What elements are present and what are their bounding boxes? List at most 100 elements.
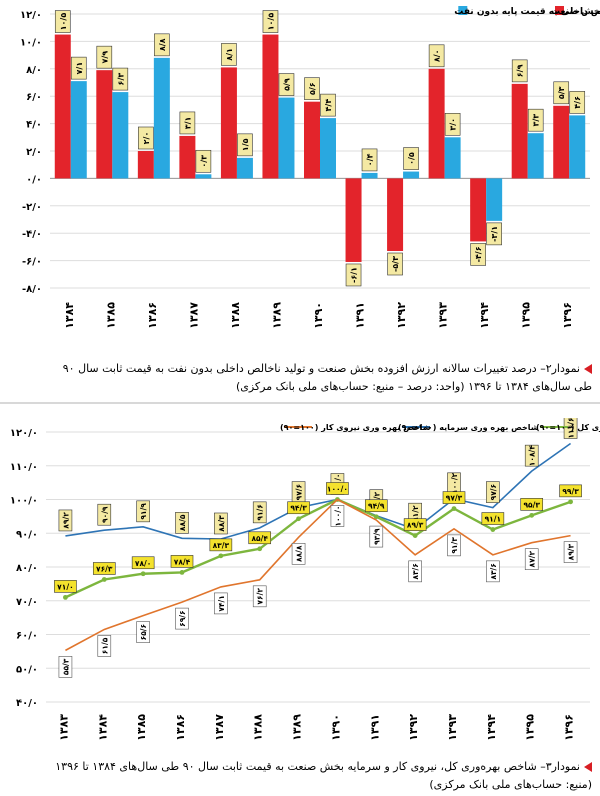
data-label: ۵/۳ (557, 86, 566, 99)
x-tick-label: ۱۳۹۶ (561, 302, 574, 329)
data-label: ۰/۳ (199, 155, 208, 168)
data-label: ۹۴/۹ (368, 502, 385, 511)
y-tick-label: -۴/۰ (22, 229, 42, 240)
data-label-box (369, 525, 384, 548)
caption-line1: نمودار۲– درصد تغییرات سالانه ارزش افزوده… (62, 362, 580, 375)
bar (527, 133, 544, 179)
data-label-box (524, 548, 539, 570)
bar (553, 105, 570, 179)
data-label-box (320, 93, 336, 117)
data-label: ۳/۰ (449, 118, 458, 131)
data-label-box (520, 498, 544, 511)
data-point (451, 506, 457, 512)
data-point (490, 527, 496, 532)
y-tick-label: ۱۲۰/۰ (10, 428, 38, 439)
data-label: -۶/۱ (350, 267, 359, 283)
x-tick-label: ۱۳۹۰ (329, 714, 342, 741)
data-label: ۷۶/۳ (96, 564, 113, 573)
y-tick-label: ۱۰۰/۰ (10, 496, 38, 507)
x-tick-label: ۱۳۸۸ (229, 302, 242, 329)
data-label-box (136, 621, 150, 643)
data-label-box (447, 534, 461, 557)
bar (179, 135, 196, 179)
data-point (568, 499, 573, 505)
data-label: ۷۶/۲ (256, 588, 265, 605)
data-label-box (131, 556, 155, 570)
data-label: ۹۵/۳ (523, 500, 540, 509)
data-label-box (330, 505, 345, 527)
data-label-box (136, 500, 150, 523)
data-label-box (54, 580, 77, 593)
caption-chart-2: نمودار۲– درصد تغییرات سالانه ارزش افزوده… (6, 360, 592, 396)
data-label: ۱۰/۵ (59, 13, 68, 31)
legend-entry: شاخص بهره وری سرمایه (۱۰۰=۹۰) (398, 423, 539, 433)
data-label: ۴/۴ (324, 99, 333, 112)
data-label: ۹۴/۳ (290, 504, 307, 513)
data-label-box (252, 585, 267, 608)
y-tick-label: ۱۲/۰ (20, 10, 42, 21)
data-label: ۹۰/۹ (100, 506, 109, 523)
x-tick-label: ۱۳۸۸ (252, 714, 265, 741)
data-label: ۸۹/۲ (61, 512, 70, 529)
x-tick-label: ۱۳۹۴ (485, 714, 498, 741)
data-label-box (444, 113, 461, 136)
y-tick-label: ۱۰/۰ (20, 37, 42, 48)
data-label-box (138, 126, 154, 150)
y-tick-label: ۸/۰ (26, 65, 42, 76)
x-tick-label: ۱۳۸۳ (57, 714, 70, 741)
y-tick-label: -۸/۰ (22, 284, 42, 295)
data-label: ۶/۹ (516, 64, 525, 77)
data-label: ۷/۱ (75, 62, 84, 75)
data-label-box (408, 560, 422, 583)
data-label: ۸۸/۸ (295, 545, 304, 562)
data-label-box (364, 499, 388, 513)
caption-line2: طی سال‌های ۱۳۸۴ تا ۱۳۹۶ (واحد: درصد – من… (235, 380, 592, 393)
series-line (64, 498, 571, 599)
data-label-box (154, 33, 170, 57)
bar (220, 67, 237, 179)
bar (153, 57, 170, 179)
data-label: ۱۰۰/۲ (450, 472, 459, 493)
data-label: ۵/۹ (282, 78, 291, 91)
data-label-box (170, 555, 194, 568)
data-label: ۱۰/۵ (266, 13, 275, 31)
data-label: ۷۸/۰ (135, 559, 151, 568)
data-label: ۸۹/۳ (567, 543, 576, 560)
x-tick-label: ۱۳۹۳ (437, 302, 450, 329)
data-label-box (237, 133, 253, 157)
data-label: ۱۰۰/۰ (327, 485, 348, 494)
data-label-box (175, 512, 189, 534)
data-point (296, 516, 301, 522)
data-label: ۶۵/۶ (139, 624, 148, 640)
data-label-box (209, 538, 233, 552)
y-tick-label: ۰/۰ (26, 174, 42, 185)
bar (403, 171, 420, 179)
data-label-box (262, 10, 279, 33)
bar (112, 92, 129, 179)
x-tick-label: ۱۳۹۵ (520, 302, 533, 329)
bar (345, 178, 362, 262)
x-tick-label: ۱۳۹۴ (478, 302, 491, 329)
legend-swatch (458, 6, 468, 15)
caption-line2: (منبع: حساب‌های ملی بانک مرکزی) (429, 778, 592, 791)
bar (387, 178, 404, 252)
data-label: ۲/۰ (142, 132, 151, 145)
bar (470, 178, 487, 242)
data-label-box (527, 108, 544, 132)
data-label-box (511, 59, 528, 83)
data-point (140, 571, 146, 577)
data-label-box (387, 252, 403, 276)
data-label: ۵/۶ (308, 82, 317, 95)
data-label-box (252, 501, 267, 524)
bar (569, 115, 586, 179)
data-label-box (524, 444, 539, 467)
data-label-box (112, 67, 129, 91)
y-tick-label: ۵۰/۰ (16, 664, 38, 675)
y-tick-label: ۱۱۰/۰ (10, 462, 38, 473)
x-tick-label: ۱۳۸۷ (213, 714, 226, 741)
y-tick-label: ۸۰/۰ (16, 563, 38, 574)
data-label-box (428, 44, 445, 68)
x-tick-label: ۱۳۹۵ (524, 714, 537, 741)
section-divider (0, 402, 600, 404)
x-tick-label: ۱۳۸۵ (135, 714, 148, 741)
